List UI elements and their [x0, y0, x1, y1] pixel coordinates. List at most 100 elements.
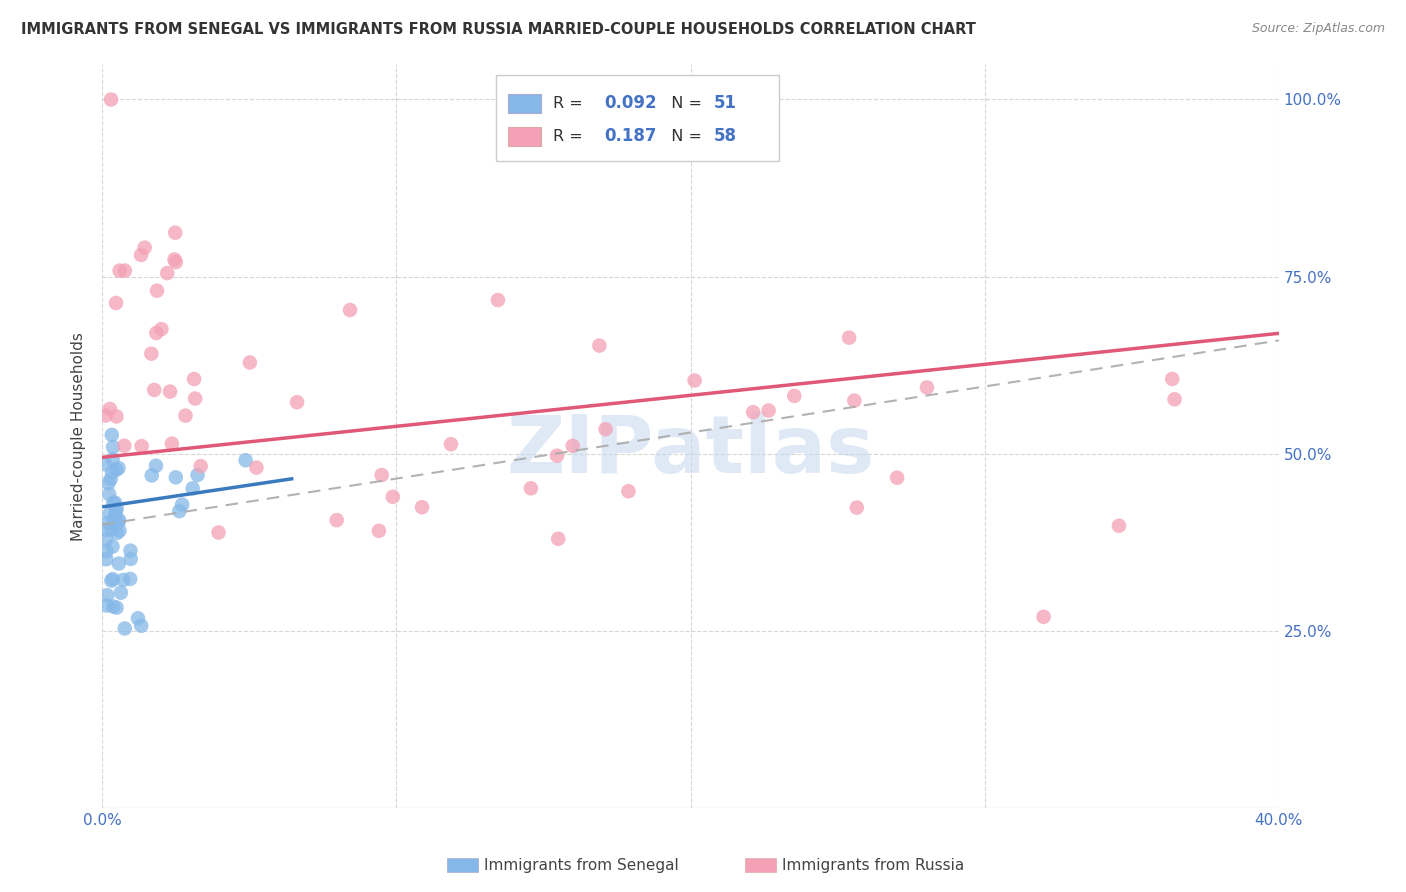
Point	[159, 384, 181, 399]
Point	[96, 552, 118, 566]
Point	[108, 557, 131, 571]
Point	[325, 513, 347, 527]
Point	[141, 346, 163, 360]
Point	[367, 524, 389, 538]
Point	[101, 440, 124, 454]
Point	[546, 449, 568, 463]
Point	[1163, 392, 1185, 407]
FancyBboxPatch shape	[508, 95, 541, 112]
Point	[160, 436, 183, 450]
Point	[108, 513, 131, 527]
Point	[1108, 518, 1130, 533]
Point	[1032, 609, 1054, 624]
Point	[1161, 372, 1184, 386]
Point	[110, 585, 132, 599]
Text: 51: 51	[714, 95, 737, 112]
Point	[100, 574, 122, 588]
Point	[104, 504, 127, 518]
Point	[165, 470, 187, 484]
Point	[96, 588, 118, 602]
Point	[101, 572, 124, 586]
Text: R =: R =	[553, 128, 588, 144]
Point	[547, 532, 569, 546]
Point	[98, 402, 121, 417]
Point	[174, 409, 197, 423]
Point	[163, 252, 186, 267]
Point	[105, 409, 128, 424]
Text: R =: R =	[553, 96, 588, 111]
Point	[285, 395, 308, 409]
Text: Source: ZipAtlas.com: Source: ZipAtlas.com	[1251, 22, 1385, 36]
Point	[94, 523, 117, 537]
Point	[103, 496, 125, 510]
Point	[97, 516, 120, 530]
FancyBboxPatch shape	[508, 127, 541, 145]
Point	[381, 490, 404, 504]
Point	[207, 525, 229, 540]
Point	[845, 500, 868, 515]
Point	[411, 500, 433, 515]
Point	[114, 622, 136, 636]
Point	[145, 458, 167, 473]
Point	[120, 552, 142, 566]
Text: N =: N =	[661, 128, 707, 144]
Text: Immigrants from Russia: Immigrants from Russia	[782, 858, 965, 872]
Point	[105, 600, 128, 615]
FancyBboxPatch shape	[496, 75, 779, 161]
Point	[129, 618, 152, 632]
Point	[105, 463, 128, 477]
Point	[595, 422, 617, 436]
Point	[120, 572, 142, 586]
Point	[96, 533, 118, 547]
Point	[114, 263, 136, 277]
Point	[440, 437, 463, 451]
Point	[101, 452, 124, 467]
Point	[100, 472, 122, 486]
Point	[339, 303, 361, 318]
Point	[108, 263, 131, 277]
Point	[96, 599, 118, 613]
Point	[520, 481, 543, 495]
Point	[120, 543, 142, 558]
Point	[145, 326, 167, 340]
Text: ZIPatlas: ZIPatlas	[506, 412, 875, 490]
Point	[104, 508, 127, 523]
Point	[94, 457, 117, 471]
Point	[100, 93, 122, 107]
Point	[783, 389, 806, 403]
Point	[683, 374, 706, 388]
Point	[245, 460, 267, 475]
Point	[156, 266, 179, 280]
Point	[105, 296, 128, 310]
Point	[187, 468, 209, 483]
Point	[742, 405, 765, 419]
Point	[98, 487, 121, 501]
Point	[758, 403, 780, 417]
Point	[98, 507, 121, 521]
Point	[112, 439, 135, 453]
Point	[97, 476, 120, 491]
Point	[588, 338, 610, 352]
Point	[838, 331, 860, 345]
Point	[915, 380, 938, 394]
Point	[886, 471, 908, 485]
Point	[134, 241, 156, 255]
Point	[105, 526, 128, 541]
Point	[370, 468, 392, 483]
Point	[101, 428, 124, 442]
Point	[105, 501, 128, 516]
Point	[143, 383, 166, 397]
Point	[235, 453, 257, 467]
Point	[129, 248, 152, 262]
Point	[108, 524, 131, 538]
Point	[169, 504, 191, 518]
Point	[112, 573, 135, 587]
Point	[239, 355, 262, 369]
Y-axis label: Married-couple Households: Married-couple Households	[72, 332, 86, 541]
Point	[150, 322, 173, 336]
Point	[146, 284, 169, 298]
Point	[101, 540, 124, 554]
Point	[141, 468, 163, 483]
Point	[183, 372, 205, 386]
Text: IMMIGRANTS FROM SENEGAL VS IMMIGRANTS FROM RUSSIA MARRIED-COUPLE HOUSEHOLDS CORR: IMMIGRANTS FROM SENEGAL VS IMMIGRANTS FR…	[21, 22, 976, 37]
